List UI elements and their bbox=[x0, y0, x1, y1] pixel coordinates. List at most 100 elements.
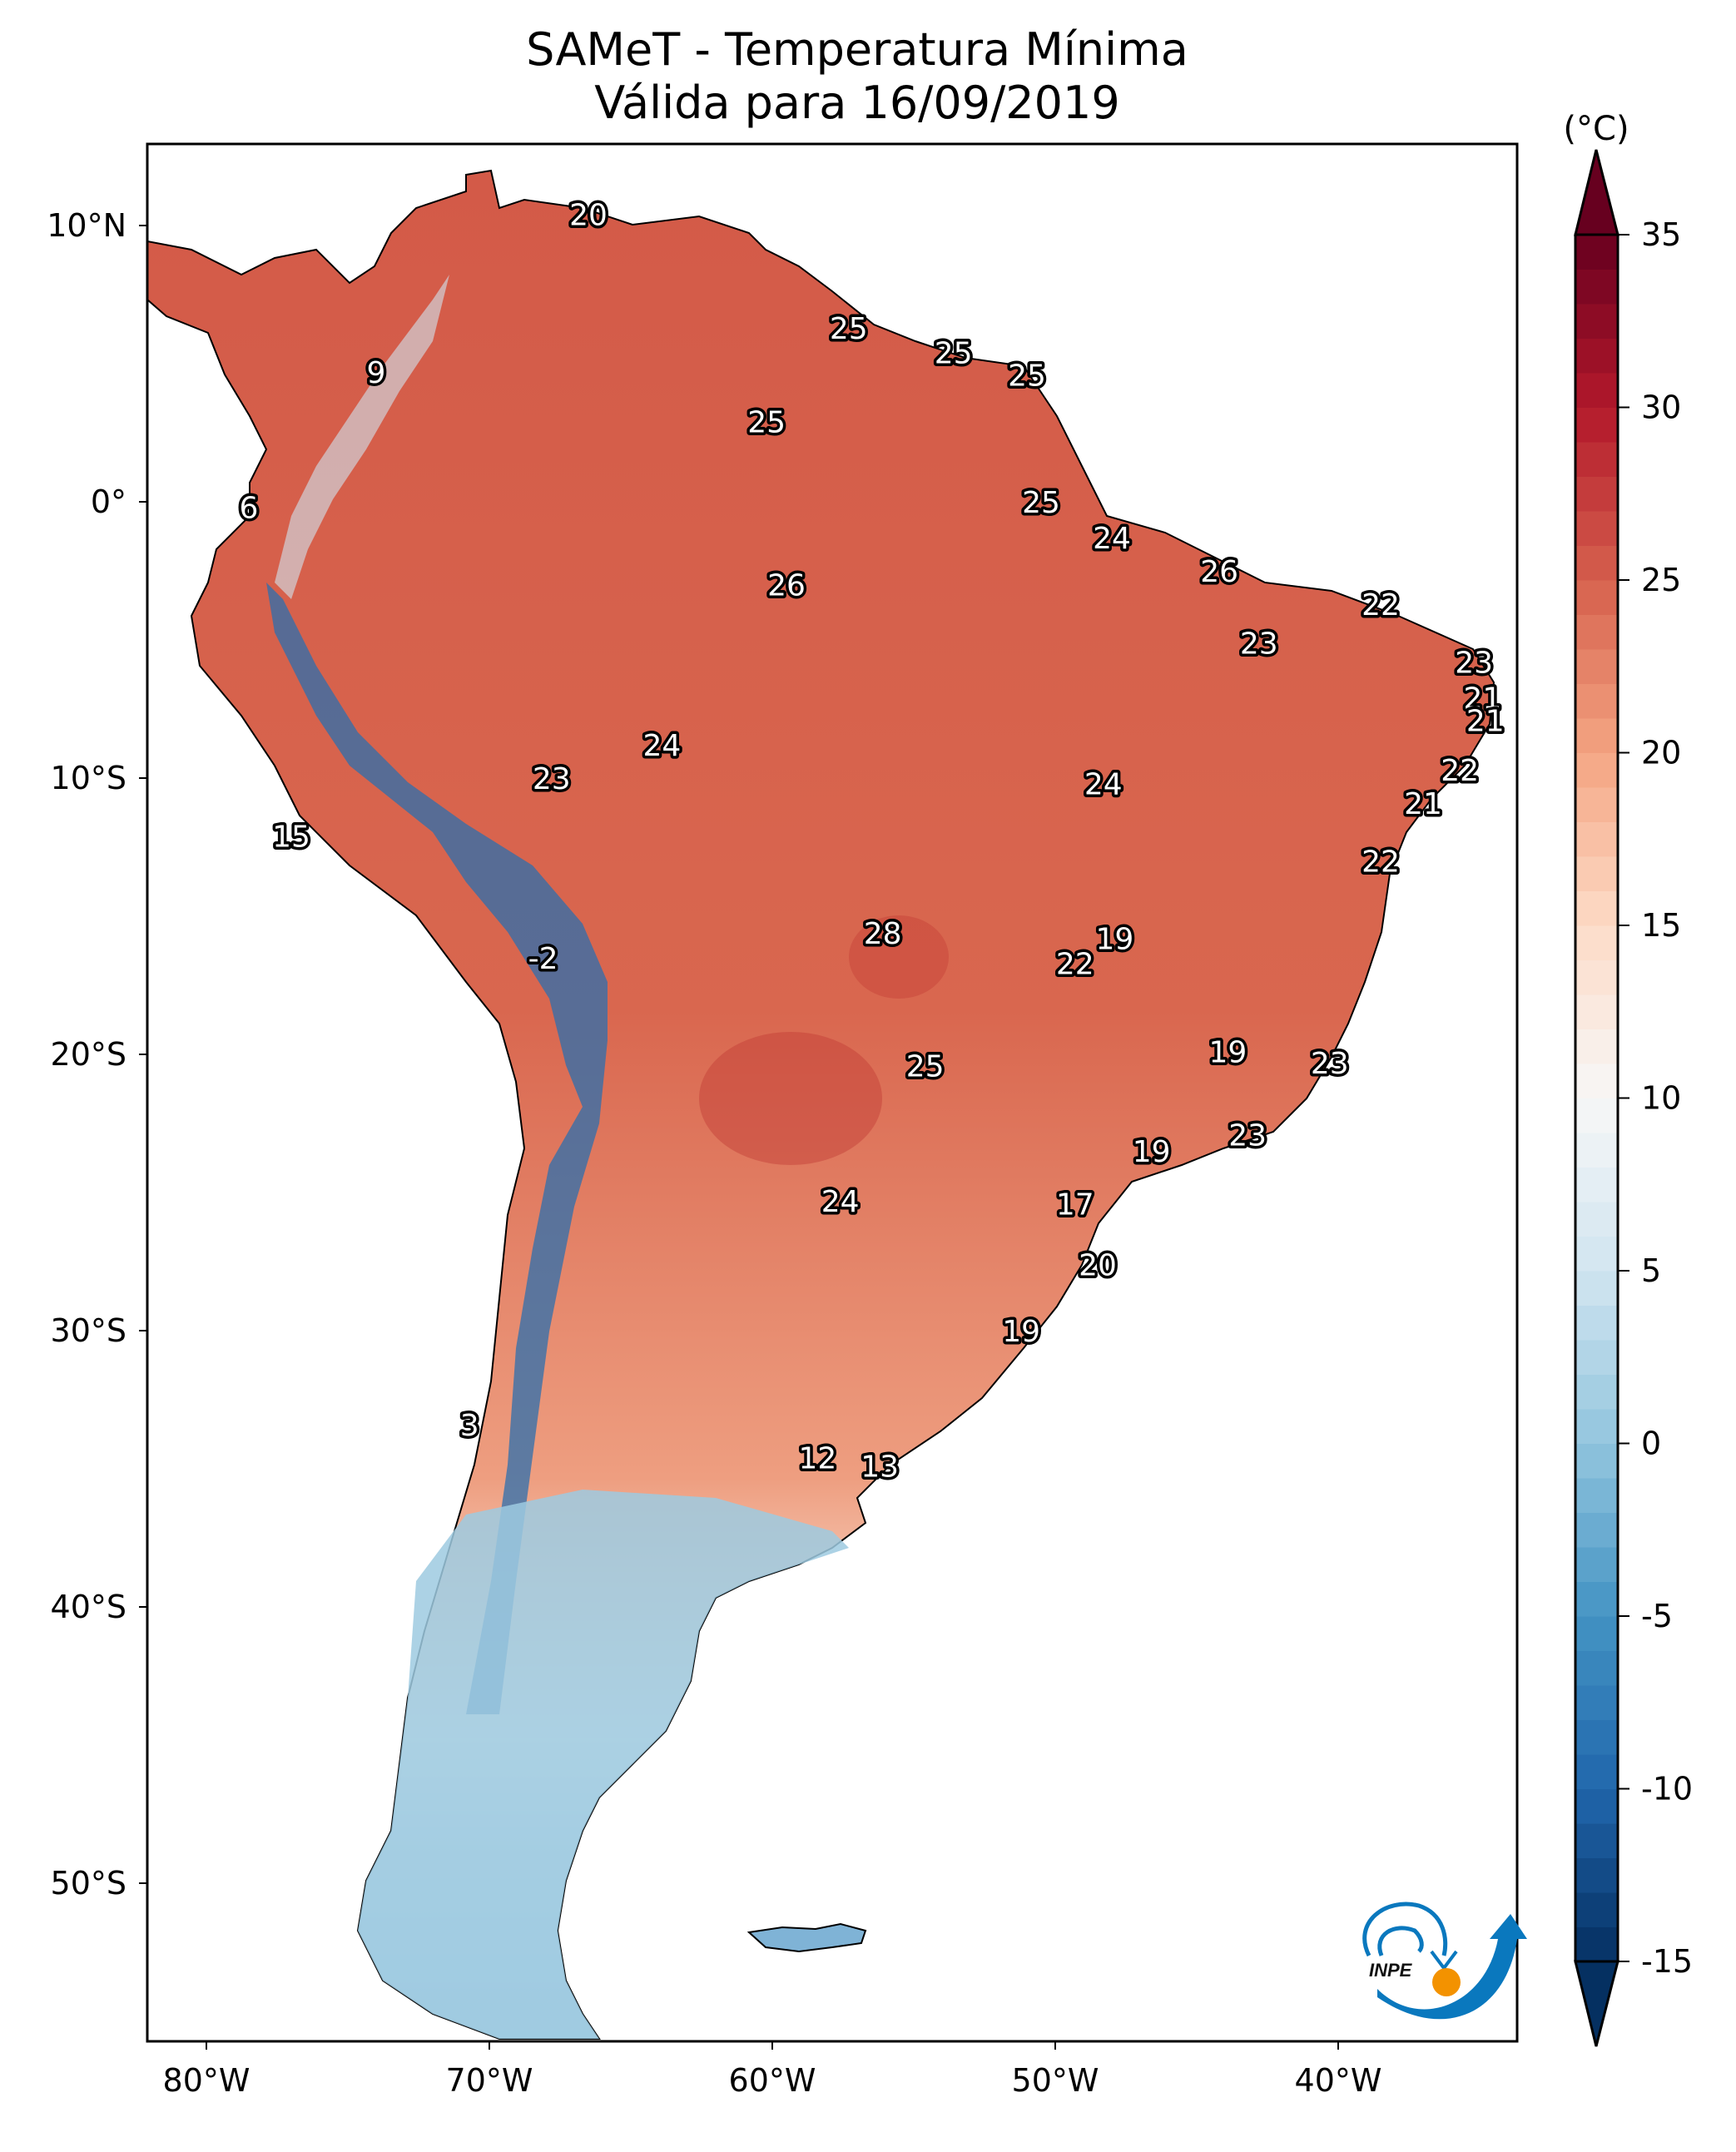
colorbar-band bbox=[1575, 580, 1618, 615]
andes-cold-band bbox=[266, 583, 608, 1714]
station-label: 24 bbox=[821, 1185, 860, 1219]
colorbar-band bbox=[1575, 821, 1618, 857]
colorbar-band bbox=[1575, 1478, 1618, 1513]
colorbar-tick-label: 10 bbox=[1641, 1080, 1681, 1117]
x-tick-label: 60°W bbox=[729, 2062, 816, 2099]
colorbar-band bbox=[1575, 1754, 1618, 1789]
colorbar-band bbox=[1575, 959, 1618, 995]
station-label: 25 bbox=[906, 1049, 945, 1083]
colorbar-band bbox=[1575, 890, 1618, 926]
y-tick-label: 50°S bbox=[51, 1865, 126, 1902]
colorbar-band bbox=[1575, 269, 1618, 305]
colorbar-band bbox=[1575, 1650, 1618, 1686]
station-label: 12 bbox=[798, 1442, 836, 1476]
colorbar-tick-label: -15 bbox=[1641, 1943, 1693, 1980]
y-tick-label: 30°S bbox=[51, 1312, 126, 1349]
station-label: 28 bbox=[864, 917, 902, 951]
colorbar-band bbox=[1575, 511, 1618, 546]
inpe-logo-down-arrow bbox=[1430, 1950, 1458, 1971]
colorbar-band bbox=[1575, 1581, 1618, 1617]
colorbar-band bbox=[1575, 442, 1618, 477]
hot-spot-paraguay bbox=[699, 1032, 882, 1165]
colorbar-band bbox=[1575, 1685, 1618, 1720]
colorbar-band bbox=[1575, 856, 1618, 891]
station-label: 24 bbox=[1084, 768, 1123, 802]
colorbar-band bbox=[1575, 1512, 1618, 1548]
station-label: 20 bbox=[1079, 1248, 1117, 1282]
station-label: 19 bbox=[1002, 1315, 1040, 1349]
station-label: 25 bbox=[747, 406, 786, 440]
colorbar-band bbox=[1575, 1340, 1618, 1375]
station-label: 22 bbox=[1056, 947, 1094, 981]
colorbar-band bbox=[1575, 752, 1618, 788]
station-label: 23 bbox=[533, 762, 571, 796]
inpe-logo: INPE bbox=[1362, 1902, 1527, 2020]
station-label: 24 bbox=[1093, 522, 1131, 556]
inpe-logo-inner-swirl bbox=[1377, 1926, 1424, 1956]
colorbar-band bbox=[1575, 545, 1618, 581]
x-tick-label: 70°W bbox=[446, 2062, 533, 2099]
colorbar-band bbox=[1575, 925, 1618, 960]
station-label: 23 bbox=[1311, 1047, 1349, 1081]
colorbar-band bbox=[1575, 683, 1618, 719]
station-label: 13 bbox=[861, 1450, 899, 1485]
colorbar-band bbox=[1575, 614, 1618, 650]
colorbar-extend-min bbox=[1574, 1960, 1619, 2047]
inpe-logo-text: INPE bbox=[1369, 1960, 1413, 1981]
y-tick-label: 0° bbox=[91, 483, 126, 520]
station-label: 25 bbox=[830, 312, 868, 346]
colorbar-tick-label: 25 bbox=[1641, 562, 1681, 598]
colorbar-band bbox=[1575, 787, 1618, 822]
inpe-logo-up-arrow bbox=[1377, 1914, 1527, 2020]
station-label: -2 bbox=[528, 942, 558, 976]
inpe-logo-outer-swirl bbox=[1362, 1902, 1448, 1957]
station-label: 26 bbox=[1200, 555, 1238, 589]
colorbar-band bbox=[1575, 1857, 1618, 1893]
station-label: 25 bbox=[1022, 486, 1060, 520]
station-label: 15 bbox=[272, 821, 310, 855]
colorbar-band bbox=[1575, 1443, 1618, 1479]
colorbar-band bbox=[1575, 1236, 1618, 1272]
station-label: 21 bbox=[1466, 704, 1505, 738]
colorbar-band bbox=[1575, 1547, 1618, 1582]
station-label: 19 bbox=[1208, 1036, 1247, 1070]
station-label: 22 bbox=[1441, 754, 1479, 788]
colorbar-unit: (°C) bbox=[1563, 110, 1629, 148]
station-label: 22 bbox=[1362, 588, 1400, 622]
title-line-1: SAMeT - Temperatura Mínima bbox=[526, 23, 1188, 76]
map-title: SAMeT - Temperatura Mínima Válida para 1… bbox=[0, 23, 1714, 130]
station-label: 23 bbox=[1455, 647, 1493, 681]
colorbar-tick-label: 0 bbox=[1641, 1426, 1661, 1462]
colorbar-tick-label: 20 bbox=[1641, 735, 1681, 771]
station-label: 6 bbox=[240, 492, 259, 526]
station-label: 9 bbox=[367, 356, 386, 390]
colorbar-tick-label: 15 bbox=[1641, 907, 1681, 944]
colorbar-tick-label: 35 bbox=[1641, 216, 1681, 253]
x-axis: 80°W 70°W 60°W 50°W 40°W bbox=[163, 2041, 1381, 2099]
colorbar-ticks: 35 30 25 20 15 10 5 0 -5 -10 -15 bbox=[1618, 216, 1693, 1980]
colorbar-band bbox=[1575, 1029, 1618, 1064]
station-label: 23 bbox=[1240, 627, 1278, 661]
colorbar-band bbox=[1575, 1616, 1618, 1651]
colorbar-band bbox=[1575, 718, 1618, 753]
colorbar-band bbox=[1575, 1892, 1618, 1927]
colorbar-tick-label: -10 bbox=[1641, 1771, 1693, 1807]
y-tick-label: 10°N bbox=[47, 207, 126, 244]
colorbar-band bbox=[1575, 1064, 1618, 1098]
x-tick-label: 50°W bbox=[1012, 2062, 1099, 2099]
colorbar-band bbox=[1575, 304, 1618, 339]
patagonia-cold-region bbox=[358, 1490, 849, 2039]
station-label: 25 bbox=[1008, 359, 1046, 393]
colorbar-band bbox=[1575, 994, 1618, 1029]
colorbar-bands bbox=[1575, 235, 1618, 1962]
station-label: 22 bbox=[1362, 845, 1400, 880]
colorbar-band bbox=[1575, 1374, 1618, 1410]
colorbar-band bbox=[1575, 1098, 1618, 1133]
colorbar-band bbox=[1575, 373, 1618, 408]
colorbar-band bbox=[1575, 235, 1618, 270]
station-label: 17 bbox=[1056, 1188, 1094, 1222]
colorbar-band bbox=[1575, 338, 1618, 374]
map-layer bbox=[147, 169, 1495, 2040]
